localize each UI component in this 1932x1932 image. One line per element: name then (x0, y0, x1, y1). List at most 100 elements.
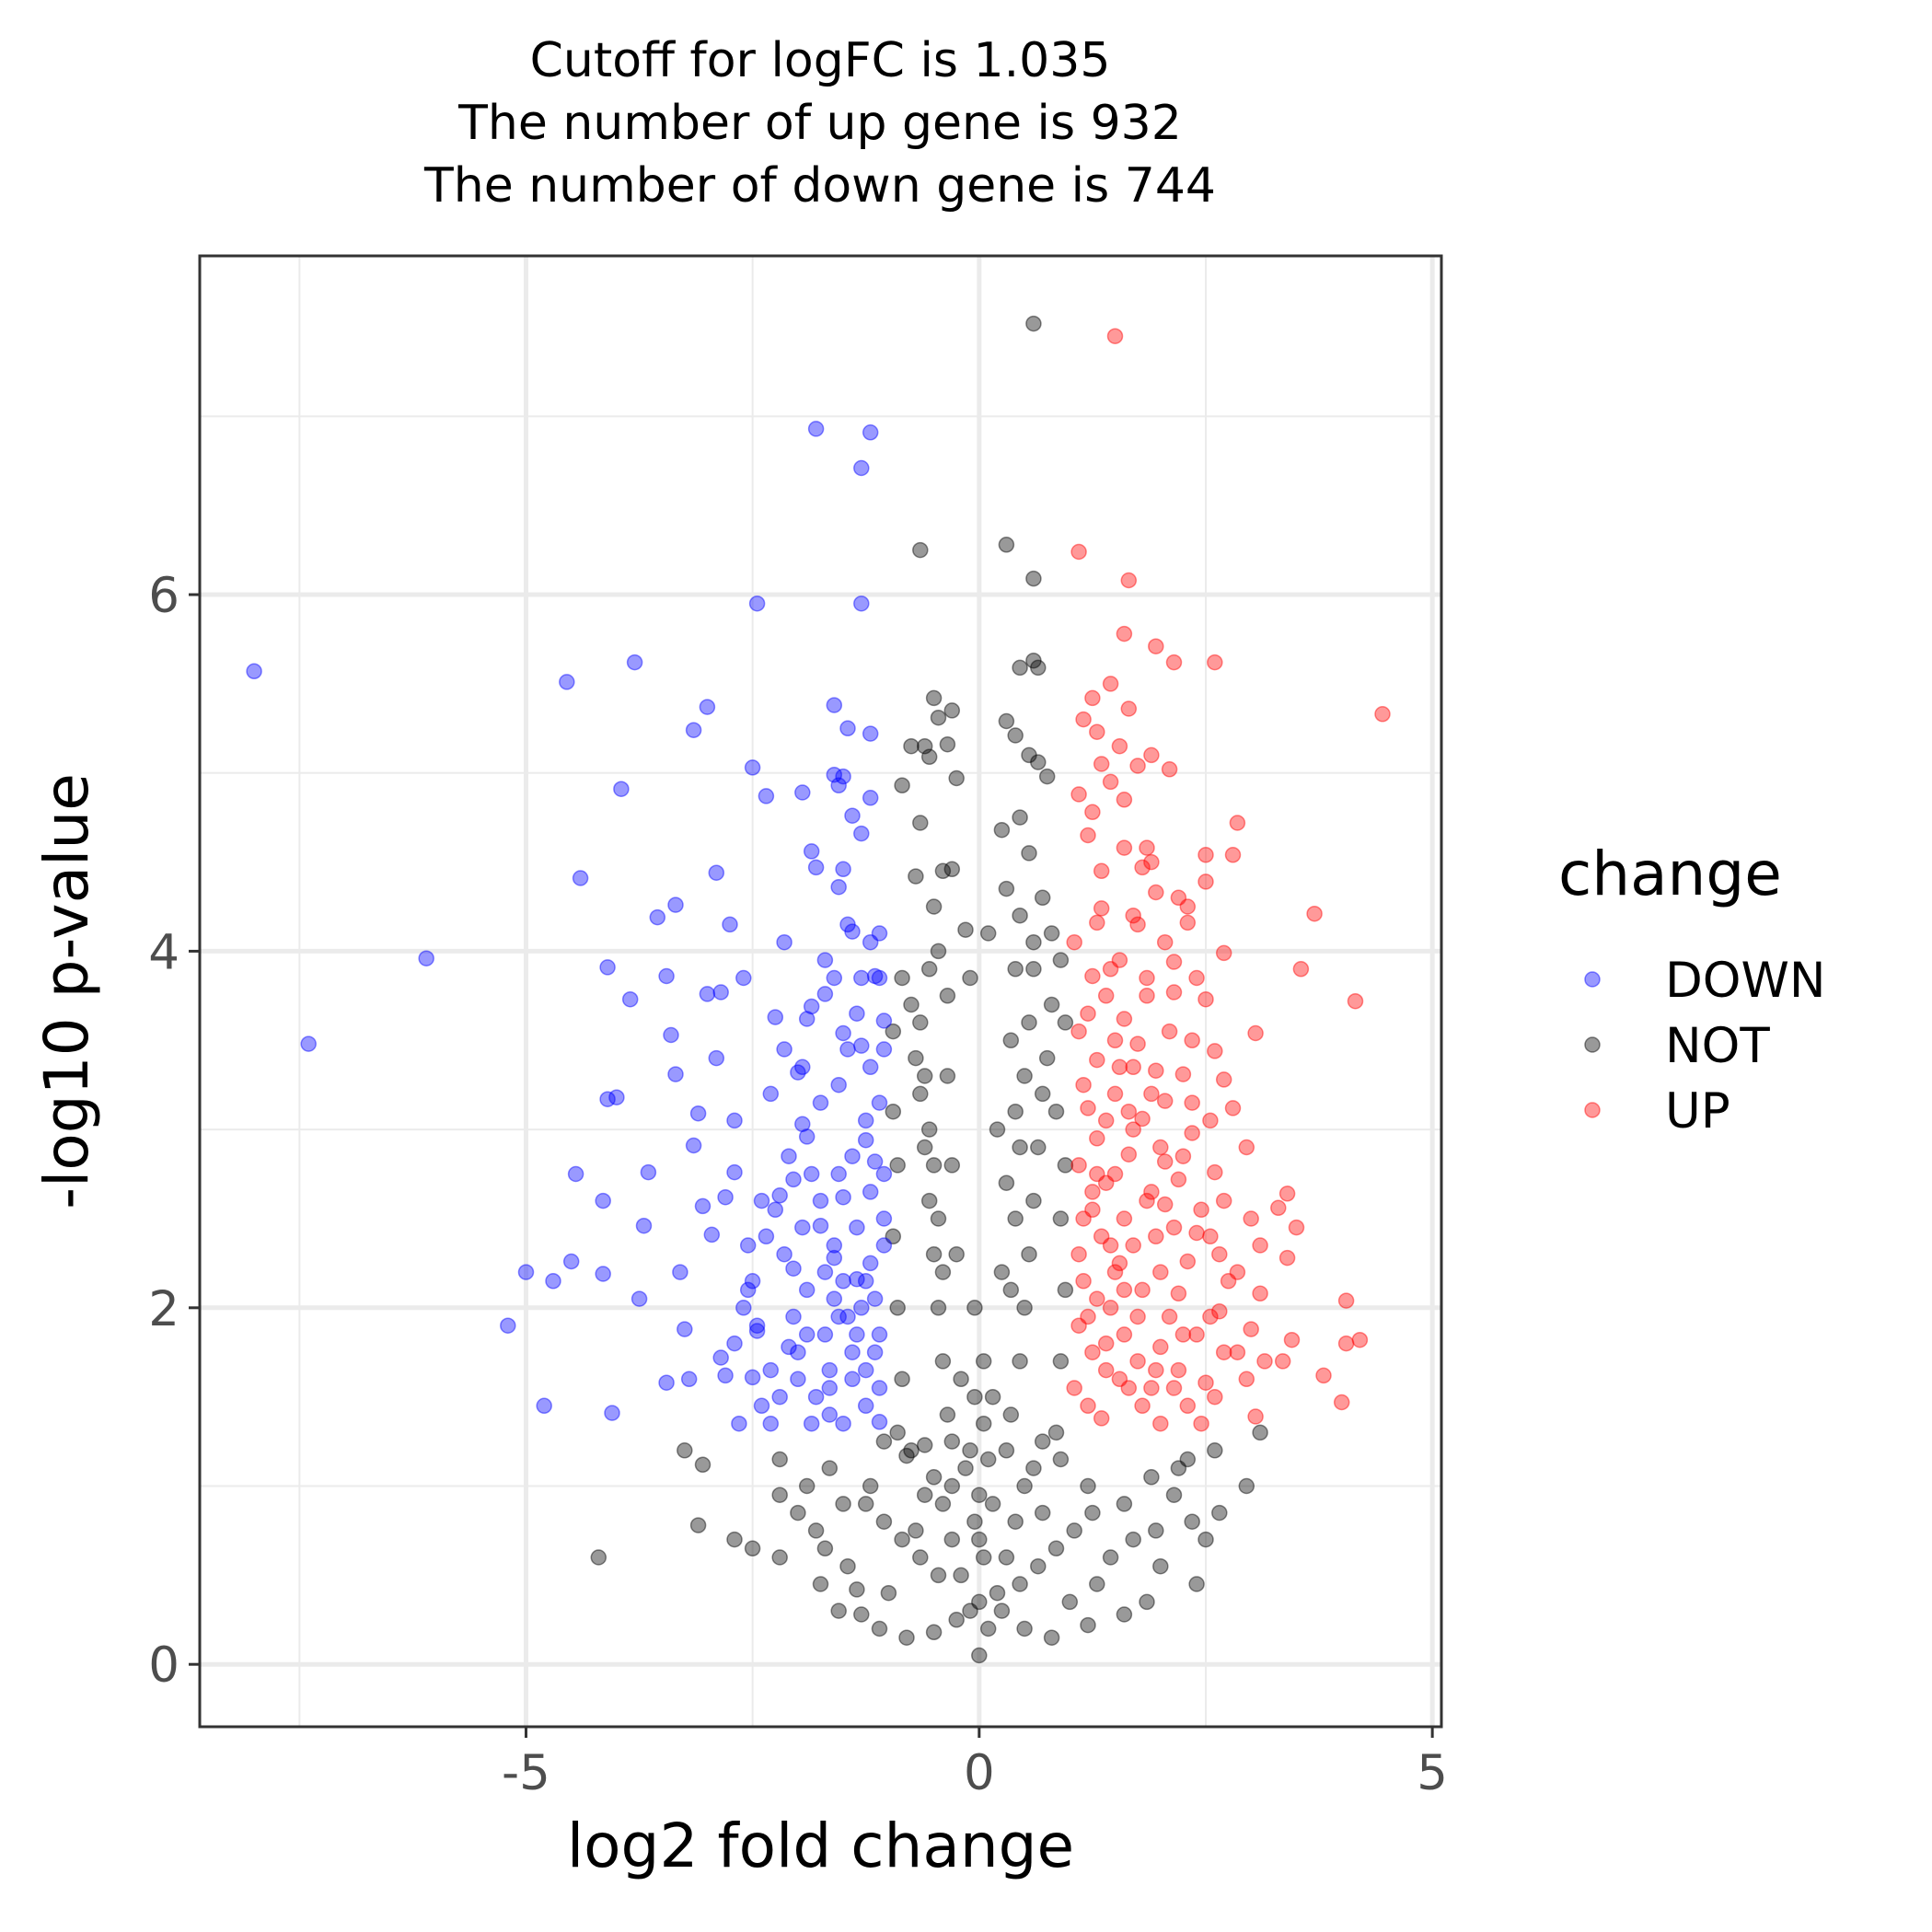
point-not (984, 1496, 1001, 1512)
point-down (830, 878, 847, 896)
point-up (1174, 1148, 1192, 1164)
point-up (1202, 1308, 1219, 1325)
point-down (826, 1249, 843, 1267)
point-down (717, 1367, 734, 1384)
point-not (916, 1437, 933, 1453)
point-down (739, 1281, 757, 1299)
point-up (1229, 815, 1246, 831)
point-not (835, 1496, 851, 1512)
point-not (862, 1477, 879, 1495)
point-up (1188, 1224, 1205, 1242)
point-down (821, 1361, 839, 1379)
point-up (1093, 1228, 1110, 1245)
point-up (1197, 847, 1214, 863)
point-up (1106, 1165, 1124, 1183)
point-down (640, 1163, 657, 1181)
point-not (925, 1245, 943, 1263)
point-up (1207, 1043, 1223, 1059)
point-up (1089, 1130, 1105, 1147)
point-up (1139, 969, 1155, 987)
point-up (1202, 1112, 1219, 1129)
y-tick-label: 4 (148, 924, 179, 980)
point-not (939, 1068, 956, 1084)
point-not (1025, 1192, 1042, 1209)
point-down (839, 720, 856, 737)
point-up (1184, 1125, 1200, 1141)
point-not (1007, 1210, 1024, 1227)
point-not (916, 1068, 933, 1084)
point-down (798, 1326, 816, 1343)
point-not (943, 1157, 961, 1174)
point-up (1278, 1186, 1296, 1202)
point-up (1075, 1273, 1092, 1290)
point-down (599, 959, 616, 976)
point-not (912, 541, 929, 559)
point-down (871, 969, 888, 987)
point-down (722, 916, 738, 933)
point-not (934, 1264, 952, 1280)
point-not (857, 1496, 874, 1512)
point-not (1030, 754, 1047, 770)
point-not (1066, 1522, 1082, 1539)
point-down (830, 1076, 847, 1093)
y-tick-label: 0 (148, 1637, 179, 1694)
point-up (1229, 1344, 1246, 1360)
point-up (1066, 1380, 1082, 1396)
point-up (1333, 1394, 1350, 1411)
point-down (748, 595, 766, 612)
point-up (1337, 1335, 1355, 1352)
point-not (925, 1624, 943, 1641)
point-up (1116, 1326, 1133, 1343)
point-down (866, 1290, 884, 1307)
point-down (821, 1406, 839, 1423)
point-not (934, 1496, 952, 1512)
point-up (1197, 1374, 1214, 1391)
point-down (803, 998, 820, 1015)
point-not (979, 925, 997, 942)
point-not (925, 898, 943, 915)
point-not (903, 996, 920, 1013)
point-up (1089, 914, 1105, 931)
point-down (744, 1273, 761, 1290)
point-down (500, 1317, 516, 1334)
point-down (803, 1415, 820, 1432)
point-not (939, 735, 956, 753)
point-up (1116, 792, 1133, 808)
point-down (871, 1326, 888, 1343)
legend-label-down: DOWN (1665, 953, 1826, 1009)
point-not (1034, 1433, 1051, 1450)
point-down (776, 1041, 792, 1058)
point-not (830, 1602, 847, 1619)
point-not (971, 1487, 988, 1503)
point-not (1016, 1477, 1033, 1495)
point-down (835, 768, 851, 785)
point-down (862, 1059, 879, 1076)
point-not (1034, 1504, 1051, 1521)
point-up (1120, 572, 1138, 589)
point-not (1197, 1531, 1214, 1548)
point-down (748, 1317, 766, 1334)
point-down (875, 1210, 893, 1227)
point-up (1165, 654, 1183, 671)
point-down (816, 1326, 834, 1343)
point-not (912, 1014, 929, 1031)
point-not (1007, 1103, 1024, 1120)
point-not (957, 1460, 974, 1476)
point-up (1278, 1249, 1296, 1267)
point-not (930, 709, 947, 726)
point-down (807, 1388, 825, 1406)
point-not (984, 1388, 1001, 1406)
point-down (857, 1112, 874, 1129)
point-up (1102, 676, 1119, 692)
point-up (1161, 1023, 1178, 1040)
point-not (1080, 1616, 1096, 1634)
point-up (1075, 711, 1092, 728)
point-not (908, 1522, 924, 1539)
point-not (853, 1606, 870, 1623)
point-up (1129, 1308, 1146, 1325)
point-down (781, 1148, 797, 1164)
point-not (1012, 1576, 1028, 1592)
legend-key-up (1584, 1102, 1601, 1118)
point-up (1143, 1085, 1160, 1103)
